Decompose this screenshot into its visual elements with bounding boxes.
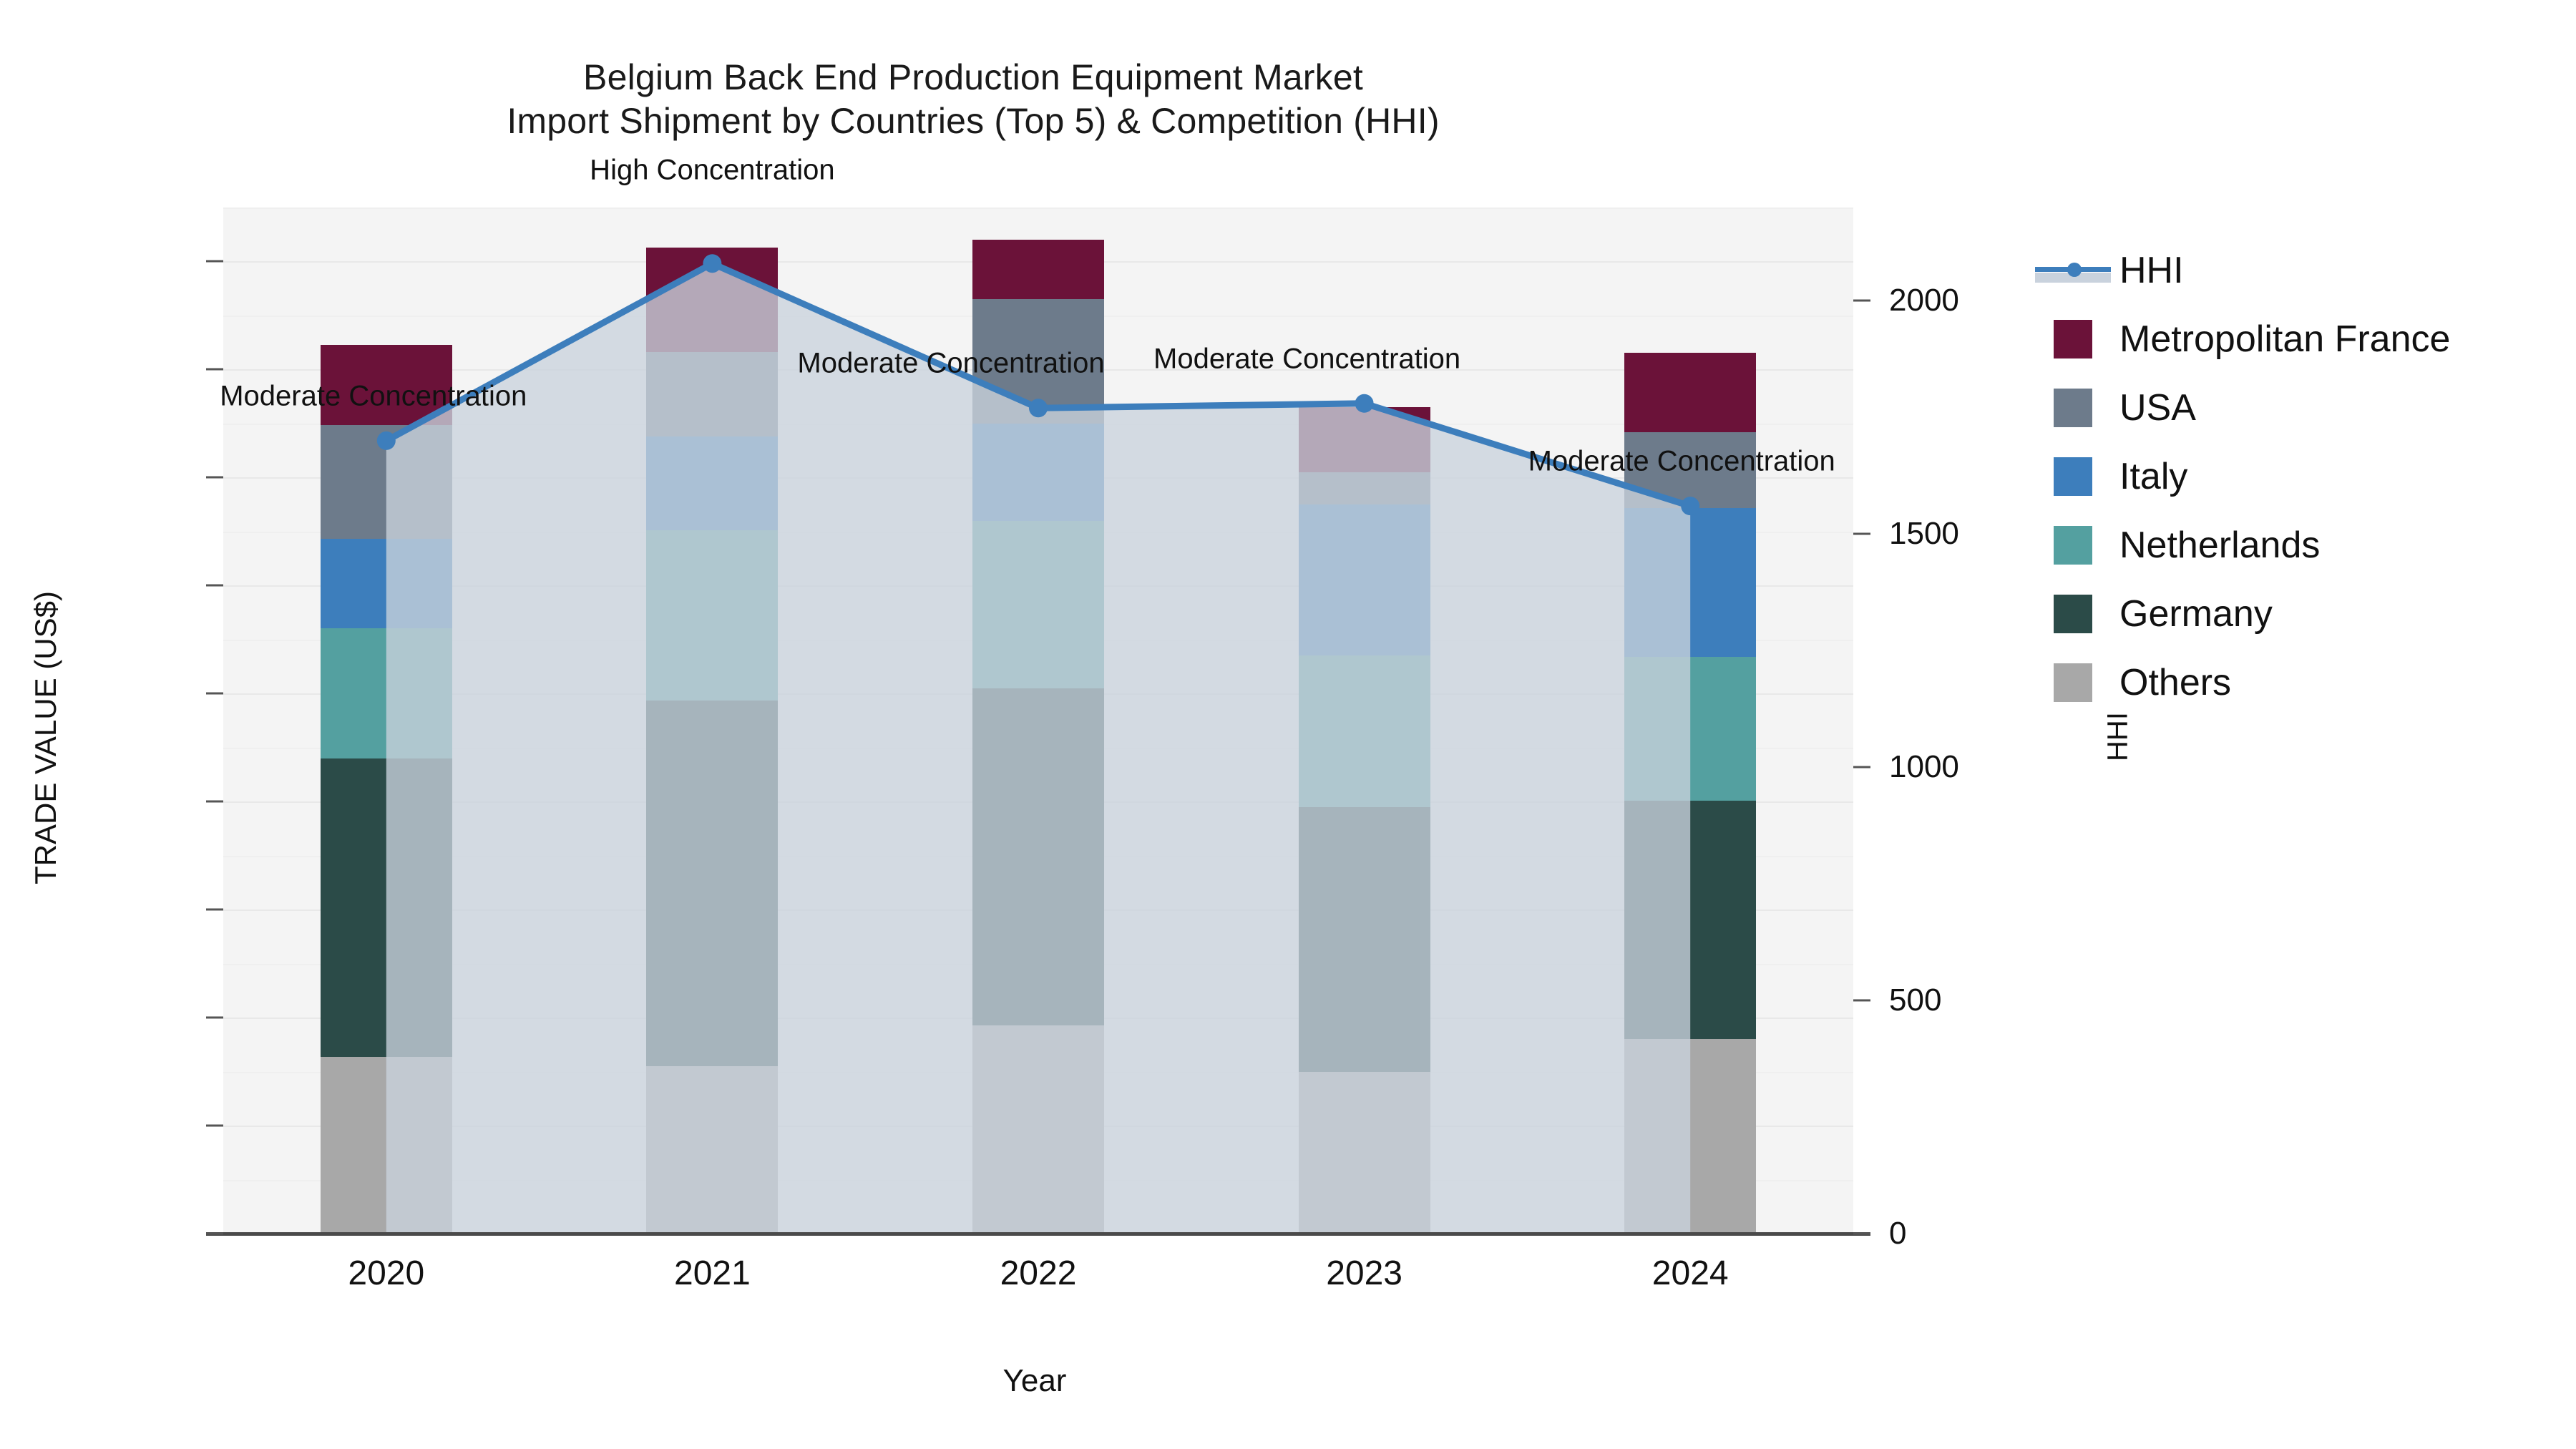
- legend-item-others[interactable]: Others: [2054, 648, 2569, 717]
- annotation-2021: High Concentration: [590, 154, 835, 186]
- legend-item-hhi[interactable]: HHI: [2035, 236, 2569, 305]
- bar-segment-italy-2021[interactable]: [646, 436, 779, 530]
- y-tick-left-mark: [206, 584, 223, 587]
- bar-segment-germany-2023[interactable]: [1298, 806, 1430, 1072]
- y-tick-right-label: 0: [1889, 1216, 1907, 1251]
- chart-title-line-2: Import Shipment by Countries (Top 5) & C…: [507, 101, 1440, 141]
- bar-segment-usa-2021[interactable]: [646, 351, 779, 437]
- legend-swatch-icon: [2054, 663, 2092, 702]
- legend-label: HHI: [2119, 250, 2184, 291]
- legend-swatch-icon: [2054, 595, 2092, 633]
- bar-segment-usa-2020[interactable]: [320, 425, 452, 540]
- y-tick-right-mark: [1853, 299, 1870, 302]
- bar-segment-italy-2020[interactable]: [320, 539, 452, 628]
- y-tick-left-mark: [206, 476, 223, 479]
- legend-swatch-icon: [2054, 320, 2092, 358]
- x-tick-label-2021: 2021: [674, 1254, 751, 1292]
- bar-segment-netherlands-2022[interactable]: [972, 520, 1104, 688]
- legend-label: Others: [2119, 662, 2232, 703]
- annotation-2020: Moderate Concentration: [220, 380, 527, 412]
- bar-segment-metropolitan-france-2022[interactable]: [972, 240, 1104, 300]
- legend-label: USA: [2119, 387, 2196, 429]
- bar-segment-germany-2022[interactable]: [972, 688, 1104, 1026]
- legend-label: Netherlands: [2119, 525, 2321, 566]
- chart-title-line-1: Belgium Back End Production Equipment Ma…: [583, 57, 1363, 97]
- y-tick-left-mark: [206, 1232, 223, 1235]
- y-tick-right-label: 500: [1889, 982, 1942, 1018]
- y-tick-left-mark: [206, 1016, 223, 1019]
- y-tick-right-mark: [1853, 1232, 1870, 1235]
- y-tick-left-mark: [206, 260, 223, 263]
- bar-segment-others-2020[interactable]: [320, 1057, 452, 1234]
- y-tick-right-mark: [1853, 999, 1870, 1002]
- legend-label: Metropolitan France: [2119, 318, 2451, 360]
- bar-segment-italy-2024[interactable]: [1624, 508, 1757, 657]
- bar-segment-others-2022[interactable]: [972, 1025, 1104, 1234]
- bar-segment-germany-2021[interactable]: [646, 701, 779, 1067]
- y-tick-left-mark: [206, 1124, 223, 1127]
- y-tick-right-label: 1500: [1889, 516, 1959, 552]
- bar-segment-others-2024[interactable]: [1624, 1038, 1757, 1234]
- legend-item-italy[interactable]: Italy: [2054, 442, 2569, 511]
- legend-label: Germany: [2119, 593, 2273, 635]
- bar-segment-italy-2022[interactable]: [972, 423, 1104, 521]
- y-tick-right-label: 1000: [1889, 749, 1959, 785]
- legend-item-metropolitan-france[interactable]: Metropolitan France: [2054, 305, 2569, 374]
- x-tick-label-2023: 2023: [1326, 1254, 1402, 1292]
- legend-label: Italy: [2119, 456, 2188, 497]
- y-tick-left-mark: [206, 692, 223, 695]
- legend-item-netherlands[interactable]: Netherlands: [2054, 511, 2569, 580]
- bar-segment-others-2023[interactable]: [1298, 1071, 1430, 1234]
- annotation-2023: Moderate Concentration: [1153, 343, 1461, 375]
- bar-segment-metropolitan-france-2024[interactable]: [1624, 353, 1757, 432]
- legend-item-germany[interactable]: Germany: [2054, 580, 2569, 648]
- x-tick-label-2022: 2022: [1000, 1254, 1077, 1292]
- legend-swatch-icon: [2054, 457, 2092, 496]
- legend-swatch-icon: [2054, 526, 2092, 565]
- bar-segment-metropolitan-france-2021[interactable]: [646, 247, 779, 352]
- y-axis-left-title: TRADE VALUE (US$): [29, 591, 62, 884]
- x-axis-line: [206, 1232, 1870, 1236]
- legend-line-marker-icon: [2035, 251, 2111, 290]
- y-tick-left-mark: [206, 908, 223, 911]
- bar-segment-netherlands-2024[interactable]: [1624, 656, 1757, 801]
- chart-legend: HHI Metropolitan France USA Italy Netherland…: [2035, 236, 2569, 717]
- bar-segment-usa-2023[interactable]: [1298, 472, 1430, 505]
- bar-segment-germany-2024[interactable]: [1624, 801, 1757, 1039]
- bar-segment-metropolitan-france-2023[interactable]: [1298, 407, 1430, 472]
- x-tick-label-2020: 2020: [348, 1254, 425, 1292]
- bar-stack-2024[interactable]: [1624, 208, 1757, 1234]
- bar-segment-netherlands-2021[interactable]: [646, 530, 779, 701]
- annotation-2022: Moderate Concentration: [797, 347, 1105, 379]
- bar-segment-netherlands-2023[interactable]: [1298, 655, 1430, 807]
- chart-title: Belgium Back End Production Equipment Ma…: [0, 56, 1946, 143]
- gridline: [223, 208, 1853, 209]
- bar-stack-2020[interactable]: [320, 208, 452, 1234]
- y-tick-right-label: 2000: [1889, 283, 1959, 318]
- bar-segment-germany-2020[interactable]: [320, 758, 452, 1058]
- bar-segment-italy-2023[interactable]: [1298, 504, 1430, 656]
- legend-item-usa[interactable]: USA: [2054, 374, 2569, 442]
- y-tick-right-mark: [1853, 532, 1870, 535]
- bar-stack-2021[interactable]: [646, 208, 779, 1234]
- x-tick-label-2024: 2024: [1652, 1254, 1729, 1292]
- bar-segment-others-2021[interactable]: [646, 1066, 779, 1234]
- annotation-2024: Moderate Concentration: [1528, 445, 1835, 477]
- legend-swatch-icon: [2054, 389, 2092, 427]
- y-tick-right-mark: [1853, 766, 1870, 769]
- y-tick-left-mark: [206, 368, 223, 371]
- y-tick-left-mark: [206, 800, 223, 803]
- x-axis-title: Year: [1002, 1363, 1067, 1398]
- bar-segment-netherlands-2020[interactable]: [320, 628, 452, 758]
